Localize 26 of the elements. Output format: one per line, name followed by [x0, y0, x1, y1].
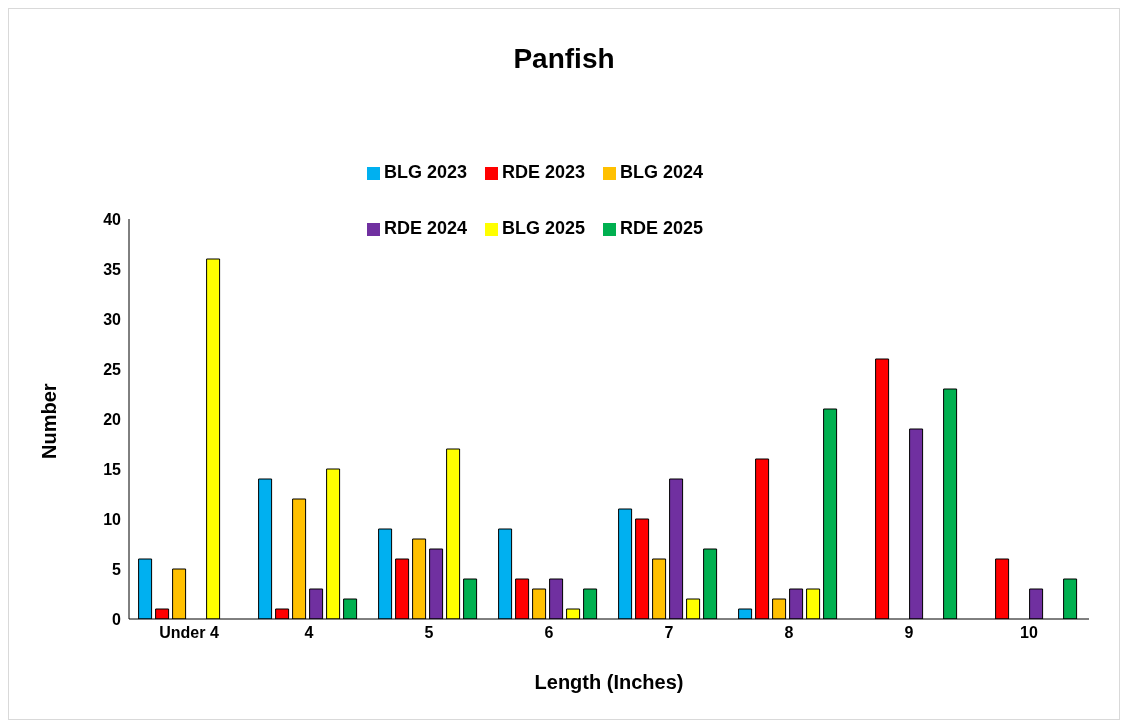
y-tick-label: 5	[112, 560, 122, 578]
legend-label: BLG 2024	[620, 162, 704, 182]
x-tick-label: 10	[1020, 624, 1038, 642]
x-tick-label: 5	[424, 624, 434, 642]
y-tick-label: 35	[103, 260, 122, 278]
legend-label: RDE 2025	[620, 218, 704, 238]
x-tick-label: Under 4	[159, 624, 219, 642]
legend-label: BLG 2023	[383, 162, 467, 182]
y-tick-label: 40	[103, 210, 122, 228]
y-tick-label: 20	[103, 410, 122, 428]
legend-label: RDE 2023	[501, 162, 586, 182]
x-tick-label: 4	[304, 624, 314, 642]
y-tick-label: 15	[103, 460, 122, 478]
x-tick-label: 8	[784, 624, 794, 642]
y-tick-label: 25	[103, 360, 122, 378]
y-axis-title: Number	[38, 383, 61, 459]
legend-label: BLG 2025	[501, 218, 586, 238]
x-axis-title: Length (Inches)	[534, 671, 684, 693]
x-tick-label: 6	[544, 624, 554, 642]
x-tick-label: 9	[904, 624, 914, 642]
y-tick-label: 30	[103, 310, 122, 328]
chart-title: Panfish	[512, 43, 616, 75]
y-tick-label: 10	[103, 510, 122, 528]
y-tick-label: 0	[112, 610, 122, 628]
legend-label: RDE 2024	[383, 218, 467, 238]
x-tick-label: 7	[664, 624, 674, 642]
